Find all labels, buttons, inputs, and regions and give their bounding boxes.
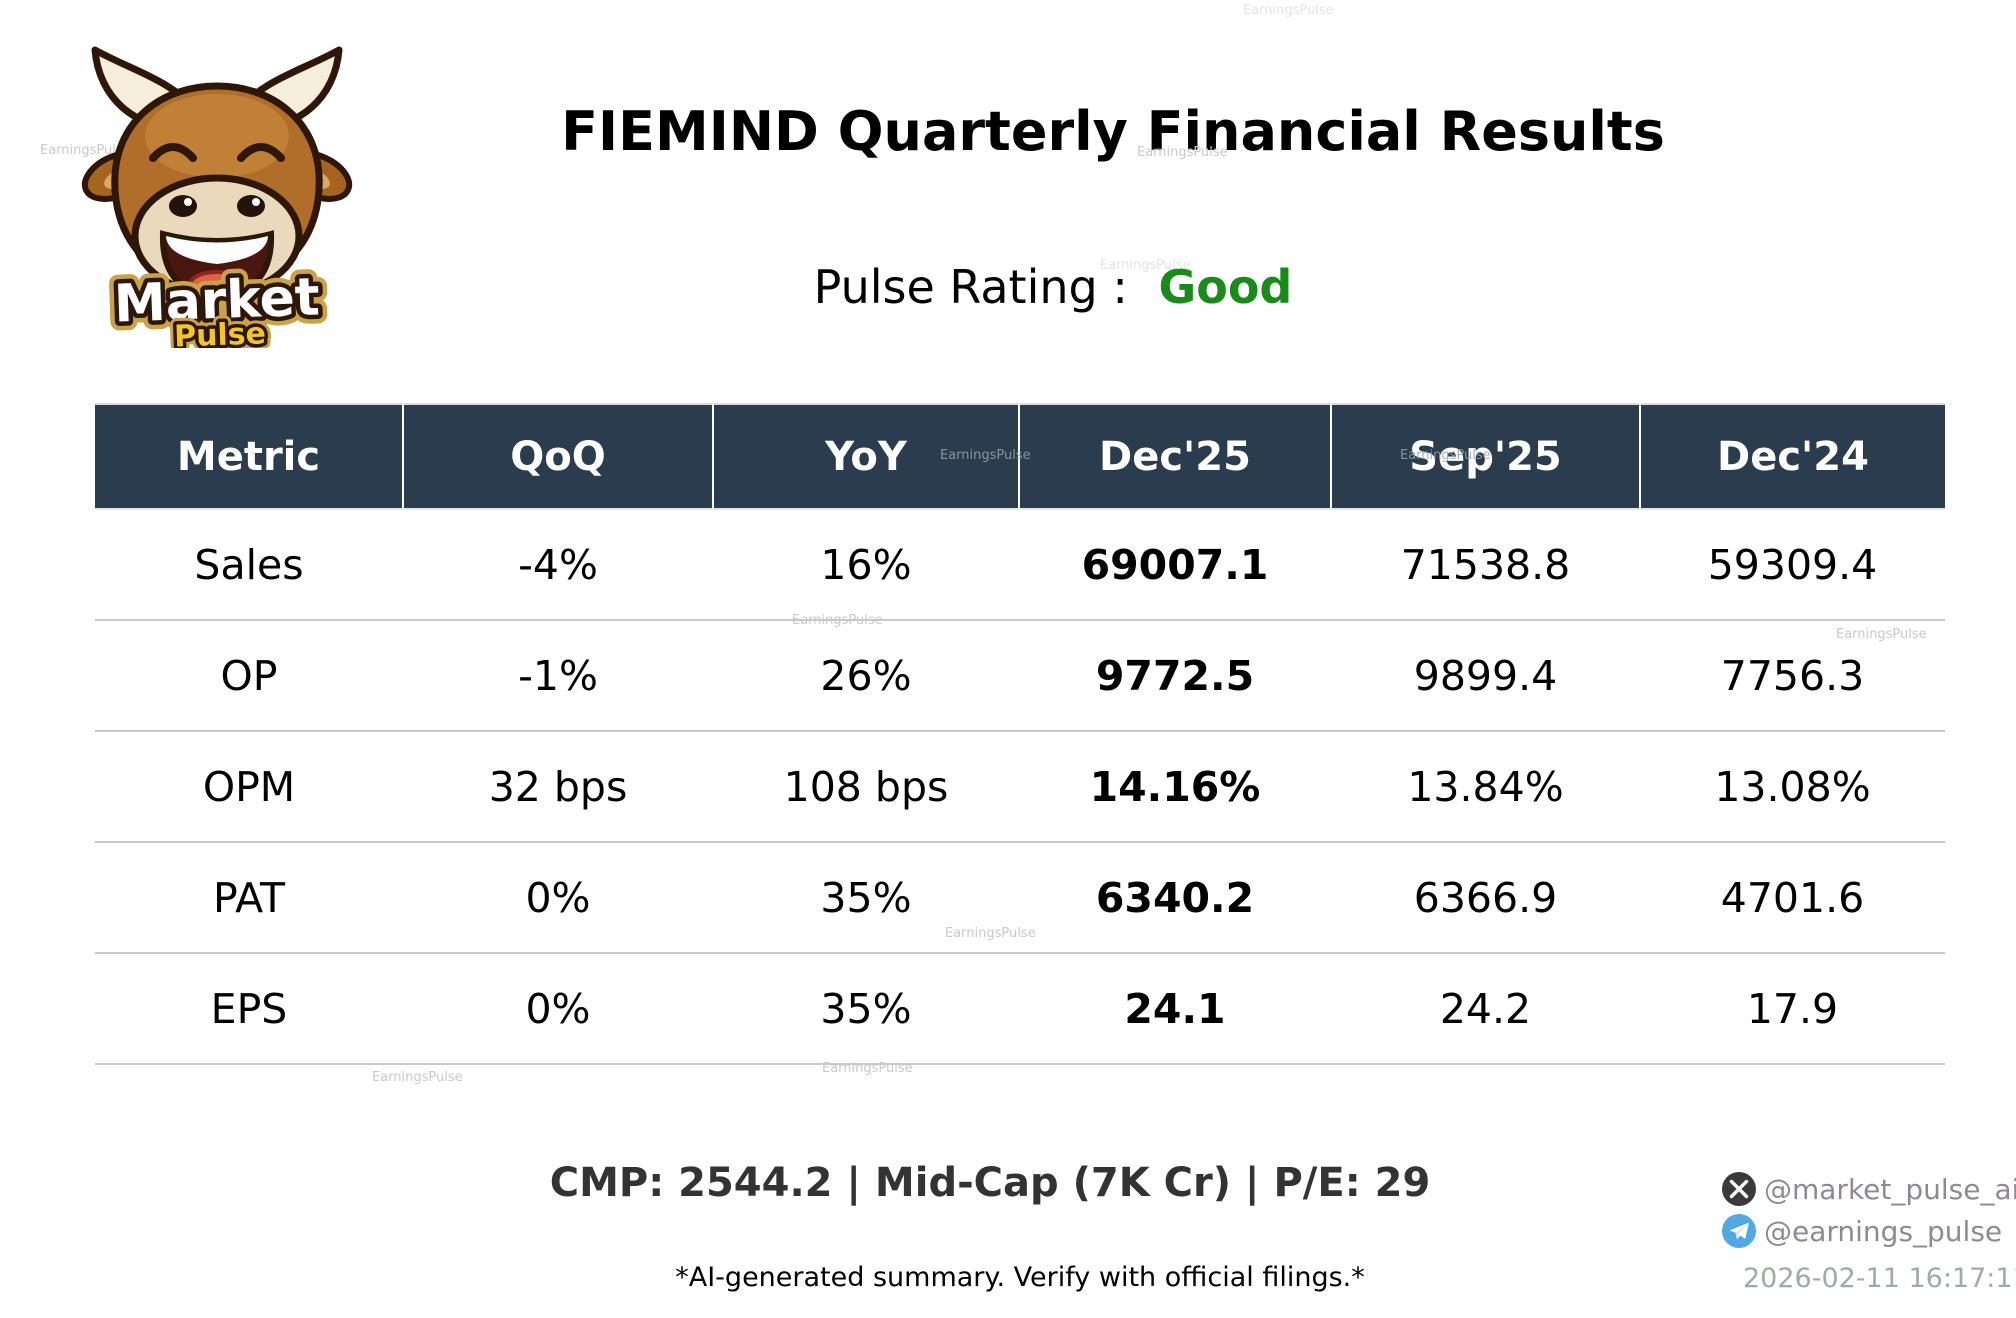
opm-sep25-cell: 13.84% — [1331, 730, 1640, 842]
page-title: FIEMIND Quarterly Financial Results — [561, 100, 1665, 163]
sales-qoq-cell: -4% — [403, 508, 713, 620]
sales-sep25-cell: 71538.8 — [1331, 508, 1640, 620]
col-header-yoy: YoY — [712, 404, 1019, 509]
ai-disclaimer: *AI-generated summary. Verify with offic… — [675, 1262, 1365, 1293]
table-header-row: Metric QoQ YoY Dec'25 Sep'25 Dec'24 — [95, 404, 1945, 509]
pat-metric-cell: PAT — [95, 841, 403, 953]
cmp-summary-line: CMP: 2544.2 | Mid-Cap (7K Cr) | P/E: 29 — [549, 1160, 1431, 1206]
telegram-handle-row: @earnings_pulse — [1722, 1214, 2016, 1248]
x-handle-row: @market_pulse_ai — [1722, 1172, 2016, 1206]
quarterly-results-table: Metric QoQ YoY Dec'25 Sep'25 Dec'24 Sale… — [95, 403, 1945, 1065]
earningspulse-watermark: EarningsPulse — [945, 926, 1036, 941]
pat-qoq-cell: 0% — [403, 841, 713, 953]
table-row-eps: EPS 0% 35% 24.1 24.2 17.9 — [95, 952, 1945, 1065]
telegram-icon — [1722, 1214, 1756, 1248]
generated-timestamp: 2026-02-11 16:17:11 — [1743, 1263, 2016, 1294]
op-yoy-cell: 26% — [713, 619, 1019, 731]
earningspulse-watermark: EarningsPulse — [372, 1070, 463, 1085]
eps-qoq-cell: 0% — [403, 952, 713, 1065]
table-row-sales: Sales -4% 16% 69007.1 71538.8 59309.4 — [95, 508, 1945, 620]
col-header-qoq: QoQ — [402, 404, 713, 509]
op-dec24-cell: 7756.3 — [1640, 619, 1945, 731]
op-sep25-cell: 9899.4 — [1331, 619, 1640, 731]
pat-sep25-cell: 6366.9 — [1331, 841, 1640, 953]
telegram-handle-text: @earnings_pulse — [1764, 1214, 2003, 1248]
pat-dec24-cell: 4701.6 — [1640, 841, 1945, 953]
sales-dec24-cell: 59309.4 — [1640, 508, 1945, 620]
earningspulse-watermark: EarningsPulse — [1137, 145, 1228, 160]
pulse-rating-label: Pulse Rating : — [813, 260, 1128, 314]
eps-metric-cell: EPS — [95, 952, 403, 1065]
earningspulse-watermark: EarningsPulse — [1243, 3, 1334, 18]
earningspulse-watermark: EarningsPulse — [1400, 448, 1491, 463]
col-header-sep25: Sep'25 — [1330, 404, 1640, 509]
earningspulse-watermark: EarningsPulse — [822, 1061, 913, 1076]
pat-yoy-cell: 35% — [713, 841, 1019, 953]
eps-dec25-cell: 24.1 — [1019, 952, 1331, 1065]
sales-yoy-cell: 16% — [713, 508, 1019, 620]
pulse-rating-line: Pulse Rating : Good — [814, 260, 1293, 314]
eps-sep25-cell: 24.2 — [1331, 952, 1640, 1065]
eps-yoy-cell: 35% — [713, 952, 1019, 1065]
sales-metric-cell: Sales — [95, 508, 403, 620]
earningspulse-watermark: EarningsPulse — [1100, 258, 1191, 273]
op-dec25-cell: 9772.5 — [1019, 619, 1331, 731]
earningspulse-watermark: EarningsPulse — [792, 613, 883, 628]
social-handles: @market_pulse_ai @earnings_pulse — [1722, 1172, 2016, 1248]
col-header-dec25: Dec'25 — [1018, 404, 1331, 509]
col-header-metric: Metric — [95, 404, 403, 509]
op-qoq-cell: -1% — [403, 619, 713, 731]
logo-text-pulse: Pulse — [174, 316, 267, 348]
earningspulse-watermark: EarningsPulse — [1836, 627, 1927, 642]
op-metric-cell: OP — [95, 619, 403, 731]
x-twitter-icon — [1722, 1172, 1756, 1206]
sales-dec25-cell: 69007.1 — [1019, 508, 1331, 620]
col-header-dec24: Dec'24 — [1639, 404, 1945, 509]
logo-text-market: Market — [113, 267, 321, 334]
opm-dec24-cell: 13.08% — [1640, 730, 1945, 842]
earningspulse-watermark: EarningsPulse — [40, 143, 131, 158]
table-row-pat: PAT 0% 35% 6340.2 6366.9 4701.6 — [95, 841, 1945, 953]
earningspulse-watermark: EarningsPulse — [940, 448, 1031, 463]
bull-mascot-icon: Market Market Market Pulse Pulse Pulse — [81, 46, 353, 361]
pulse-rating-value: Good — [1158, 260, 1293, 314]
x-handle-text: @market_pulse_ai — [1764, 1172, 2016, 1206]
table-row-op: OP -1% 26% 9772.5 9899.4 7756.3 — [95, 619, 1945, 731]
opm-yoy-cell: 108 bps — [713, 730, 1019, 842]
market-pulse-logo: Market Market Market Pulse Pulse Pulse — [66, 34, 368, 361]
pat-dec25-cell: 6340.2 — [1019, 841, 1331, 953]
table-row-opm: OPM 32 bps 108 bps 14.16% 13.84% 13.08% — [95, 730, 1945, 842]
opm-qoq-cell: 32 bps — [403, 730, 713, 842]
opm-dec25-cell: 14.16% — [1019, 730, 1331, 842]
eps-dec24-cell: 17.9 — [1640, 952, 1945, 1065]
logo-text-market: Market — [113, 267, 321, 334]
opm-metric-cell: OPM — [95, 730, 403, 842]
